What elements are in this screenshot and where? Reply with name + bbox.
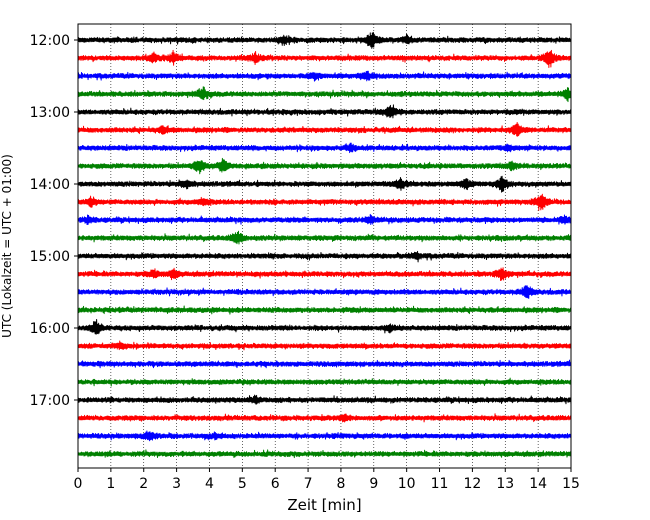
- seismic-trace-1530: [77, 285, 572, 299]
- x-tick-label: 10: [398, 476, 416, 492]
- seismic-traces: [77, 31, 572, 459]
- x-tick-label: 5: [238, 476, 247, 492]
- seismic-trace-1545: [77, 305, 572, 315]
- x-tick-label: 1: [106, 476, 115, 492]
- x-tick-label: 13: [496, 476, 514, 492]
- x-tick-label: 7: [304, 476, 313, 492]
- seismic-trace-1630: [77, 359, 572, 369]
- y-tick-label: 14:00: [30, 177, 70, 193]
- seismic-trace-1345: [77, 157, 572, 175]
- seismic-trace-1430: [77, 213, 572, 226]
- y-tick-label: 13:00: [30, 105, 70, 121]
- vertical-grid-lines: [110, 24, 539, 468]
- seismic-trace-1315: [77, 122, 572, 137]
- seismic-trace-1415: [77, 193, 572, 211]
- x-tick-label: 9: [369, 476, 378, 492]
- x-tick-label: 6: [271, 476, 280, 492]
- seismic-trace-1330: [77, 142, 572, 154]
- seismic-trace-1515: [77, 267, 572, 281]
- seismic-trace-1500: [77, 250, 572, 263]
- y-tick-label: 15:00: [30, 249, 70, 265]
- seismic-trace-1745: [77, 449, 572, 459]
- x-tick-label: 15: [562, 476, 580, 492]
- x-tick-label: 3: [172, 476, 181, 492]
- x-tick-label: 4: [205, 476, 214, 492]
- seismic-trace-1400: [77, 175, 572, 193]
- x-tick-label: 14: [529, 476, 547, 492]
- seismic-trace-1215: [77, 49, 572, 68]
- y-tick-label: 17:00: [30, 393, 70, 409]
- seismic-trace-1445: [77, 230, 572, 245]
- seismic-trace-1700: [77, 394, 572, 405]
- seismic-trace-1245: [77, 86, 572, 103]
- x-tick-label: 12: [463, 476, 481, 492]
- y-axis-ticks: 12:00 13:00 14:00 15:00 16:00 17:00: [30, 33, 78, 409]
- plot-frame: [77, 23, 572, 469]
- seismic-trace-1300: [77, 104, 572, 119]
- y-tick-label: 12:00: [30, 33, 70, 49]
- x-axis-label: Zeit [min]: [287, 496, 361, 514]
- y-tick-label: 16:00: [30, 321, 70, 337]
- x-tick-label: 11: [431, 476, 449, 492]
- y-axis-label: UTC (Lokalzeit = UTC + 01:00): [0, 154, 14, 338]
- seismic-trace-1715: [77, 413, 572, 423]
- seismic-trace-1615: [77, 340, 572, 351]
- seismic-trace-1230: [77, 70, 572, 82]
- x-tick-label: 2: [139, 476, 148, 492]
- x-axis-ticks: 0 1 2 3 4 5 6 7 8 9 10 11 12 13 14 15: [74, 468, 580, 492]
- seismic-trace-1200: [77, 31, 572, 49]
- seismic-trace-1600: [77, 318, 572, 335]
- x-tick-label: 0: [74, 476, 83, 492]
- x-tick-label: 8: [336, 476, 345, 492]
- seismic-trace-1645: [77, 377, 572, 387]
- seismic-trace-1730: [77, 430, 572, 442]
